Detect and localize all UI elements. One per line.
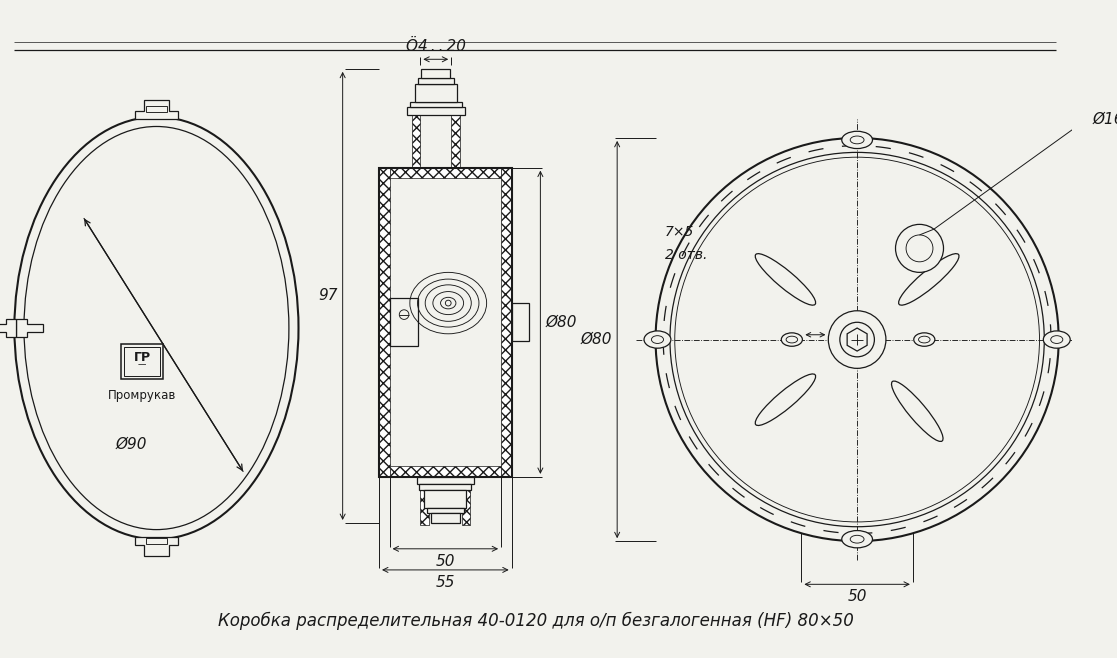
Bar [420,484,471,490]
Text: 2 отв.: 2 отв. [665,248,707,263]
Circle shape [829,311,886,368]
Ellipse shape [898,253,960,305]
Text: 55: 55 [436,574,455,590]
Bar [512,303,528,342]
Ellipse shape [755,374,815,426]
Text: 50: 50 [436,553,455,569]
Bar [121,344,163,379]
Circle shape [896,224,944,272]
Bar [390,298,419,346]
Bar [427,507,464,513]
Polygon shape [17,319,44,337]
Text: Ø80: Ø80 [545,315,576,330]
Bar [502,168,512,477]
Ellipse shape [15,117,298,539]
Ellipse shape [781,333,802,346]
Ellipse shape [842,132,872,149]
Bar [424,490,467,507]
Text: 50: 50 [848,589,867,604]
Bar [412,115,420,168]
Bar [414,84,457,101]
Text: Ø80: Ø80 [581,332,612,347]
Ellipse shape [914,333,935,346]
Bar [390,168,502,178]
Text: 97: 97 [318,288,337,303]
Ellipse shape [645,331,671,348]
Bar [461,477,470,525]
Ellipse shape [891,381,943,442]
Bar [390,467,502,477]
Text: Коробка распределительная 40-0120 для о/п безгалогенная (HF) 80×50: Коробка распределительная 40-0120 для о/… [218,612,853,630]
Polygon shape [847,328,867,351]
Bar [379,168,390,477]
Text: Промрукав: Промрукав [108,388,176,401]
Ellipse shape [842,530,872,548]
Polygon shape [135,99,178,119]
Text: ГР: ГР [134,351,151,365]
Bar [420,477,429,525]
Bar [417,477,474,484]
Bar [146,107,168,112]
Text: Ø90: Ø90 [115,437,146,451]
Bar [379,168,512,477]
Text: —: — [137,360,146,369]
Ellipse shape [755,253,815,305]
Bar [451,115,460,168]
Ellipse shape [656,138,1059,541]
Bar [418,78,454,84]
Polygon shape [135,538,178,557]
Bar [146,538,168,544]
Bar [421,69,450,78]
Text: 7×5: 7×5 [665,225,695,239]
Text: Ø16: Ø16 [1092,111,1117,126]
Bar [407,107,465,115]
Bar [431,513,460,523]
Polygon shape [0,319,17,337]
Text: Ö4 . . 20: Ö4 . . 20 [405,39,466,55]
Ellipse shape [1043,331,1070,348]
Bar [124,347,161,376]
Bar [410,101,461,107]
